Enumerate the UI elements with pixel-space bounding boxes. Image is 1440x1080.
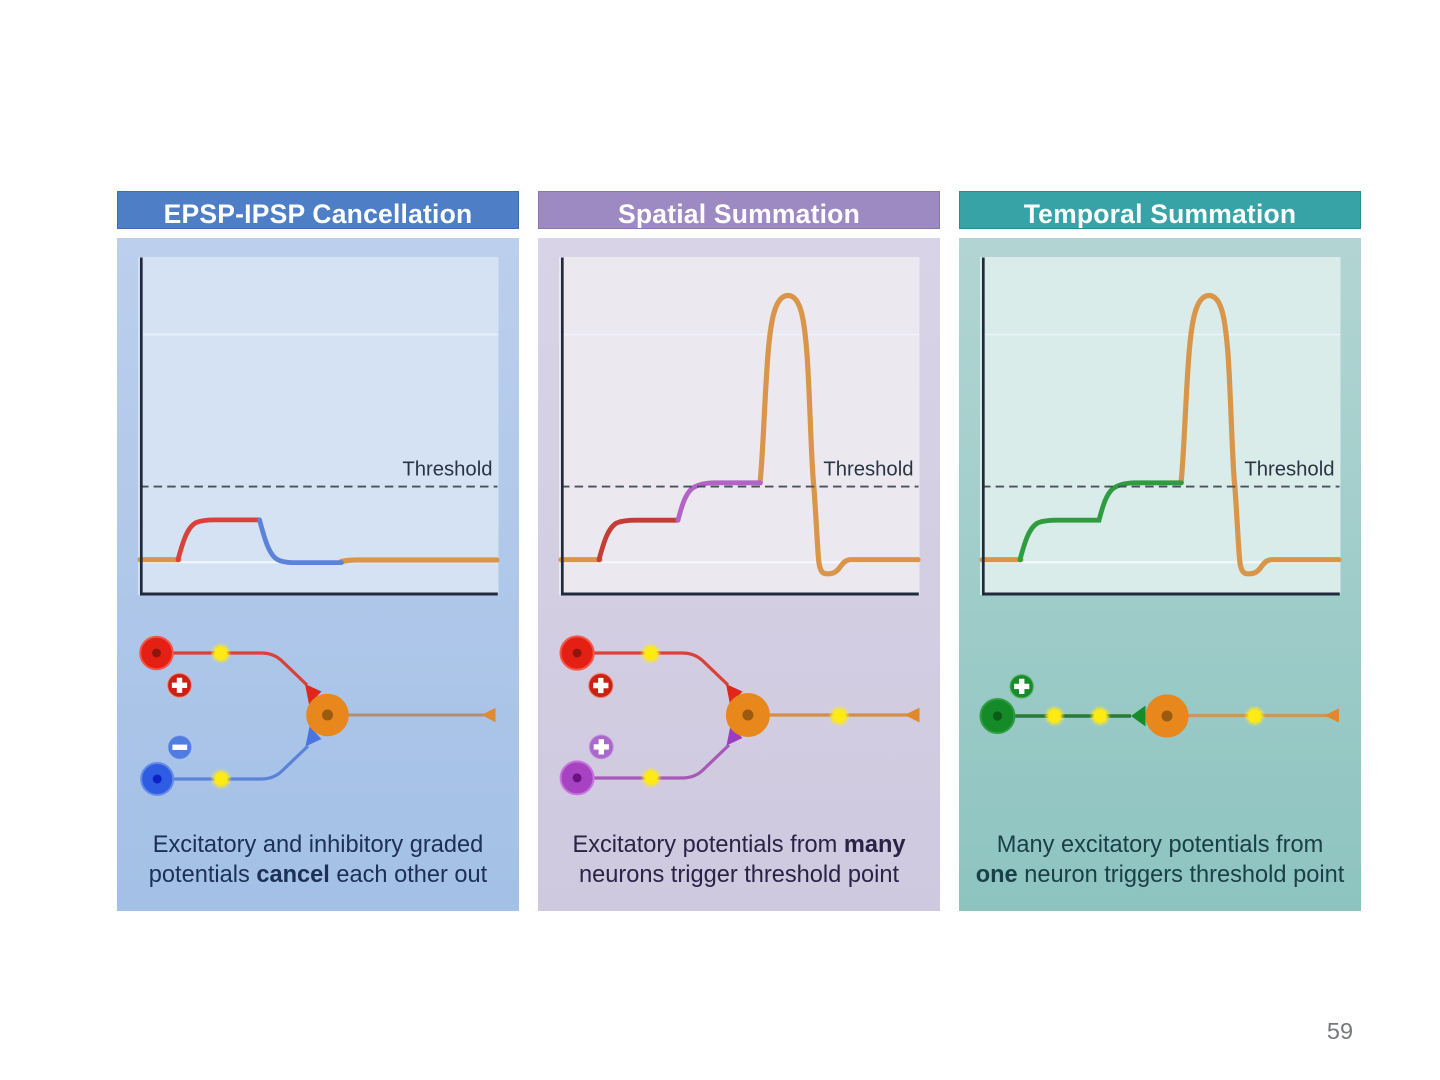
svg-text:Threshold: Threshold [823, 459, 913, 481]
svg-text:Threshold: Threshold [402, 459, 492, 481]
svg-text:Threshold: Threshold [1244, 459, 1334, 481]
